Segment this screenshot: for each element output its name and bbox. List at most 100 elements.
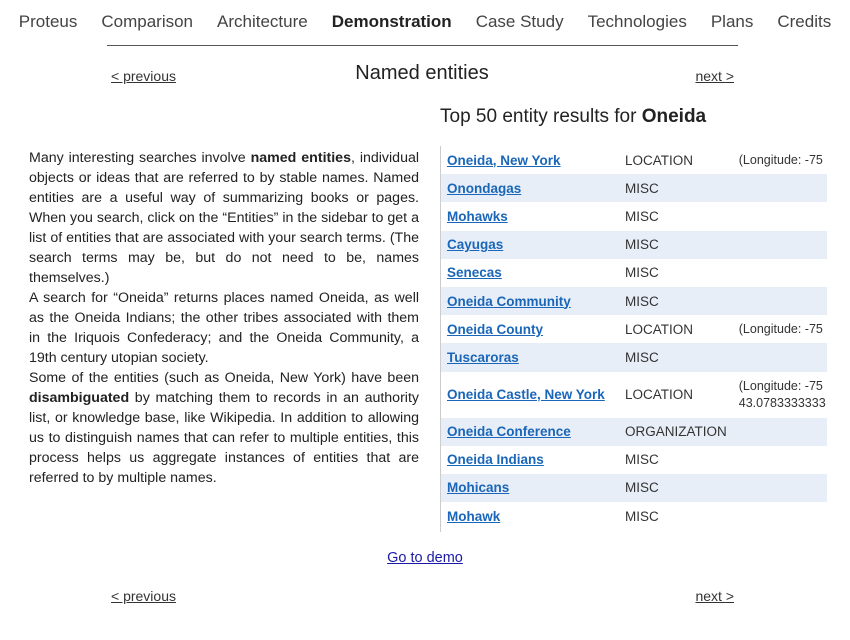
- table-row: Oneida, New York LOCATION (Longitude: -75: [441, 146, 827, 174]
- entity-name-cell: Onondagas: [441, 174, 619, 203]
- table-row: Senecas MISC: [441, 259, 827, 287]
- nav-architecture[interactable]: Architecture: [217, 12, 308, 31]
- entity-type: ORGANIZATION: [619, 417, 733, 446]
- entity-info: [732, 417, 827, 446]
- entity-name-cell: Tuscaroras: [441, 343, 619, 372]
- entity-link[interactable]: Mohawk: [447, 508, 501, 524]
- table-row: Cayugas MISC: [441, 230, 827, 259]
- entity-name-cell: Senecas: [441, 259, 619, 287]
- entity-info: [733, 446, 827, 474]
- nav-technologies[interactable]: Technologies: [587, 12, 687, 31]
- entity-info-line: (Longitude: -75: [738, 152, 823, 167]
- entity-name-cell: Oneida, New York: [441, 146, 619, 174]
- nav-comparison[interactable]: Comparison: [101, 12, 194, 31]
- p1-text-a: Many interesting searches involve: [29, 150, 251, 166]
- nav-proteus[interactable]: Proteus: [18, 12, 78, 31]
- entity-type: MISC: [619, 286, 733, 316]
- p3-text-a: Some of the entities (such as Oneida, Ne…: [29, 370, 419, 386]
- entity-type: MISC: [619, 230, 733, 259]
- p1-text-b: , individual objects or ideas that are r…: [29, 150, 419, 286]
- entity-type: MISC: [619, 174, 733, 203]
- nav-demonstration[interactable]: Demonstration: [331, 12, 452, 31]
- entity-type: LOCATION: [625, 387, 694, 402]
- entity-info: (Longitude: -75: [733, 146, 827, 174]
- entity-type: MISC: [625, 265, 659, 281]
- entity-info-line: (Longitude: -75: [738, 378, 823, 393]
- description-paragraph-2: A search for “Oneida” returns places nam…: [29, 290, 419, 366]
- entity-link[interactable]: Mohicans: [447, 480, 510, 496]
- next-link-top[interactable]: next >: [695, 68, 734, 84]
- page-title: Named entities: [355, 62, 489, 84]
- entity-link[interactable]: Tuscaroras: [447, 349, 519, 365]
- table-row: Mohawk MISC: [441, 502, 827, 530]
- table-row: Tuscaroras MISC: [441, 343, 827, 372]
- pager-top: < previous Named entities next >: [110, 62, 734, 92]
- p3-bold-term: disambiguated: [29, 390, 130, 406]
- entity-type: MISC: [625, 208, 659, 224]
- p3-text-b: by matching them to records in an author…: [29, 390, 419, 486]
- entity-info: [733, 502, 827, 530]
- entity-results-table[interactable]: Oneida, New York LOCATION (Longitude: -75 O…: [440, 146, 827, 532]
- nav-divider: [107, 45, 738, 46]
- entity-info: [733, 259, 827, 287]
- previous-link-top[interactable]: < previous: [111, 68, 176, 84]
- entity-info: [733, 202, 827, 230]
- entity-type: LOCATION: [625, 152, 694, 168]
- description-paragraph-1: Many interesting searches involve named …: [29, 148, 419, 288]
- table-row: Oneida Conference ORGANIZATION: [441, 417, 827, 446]
- table-row: Oneida Indians MISC: [441, 446, 827, 474]
- entity-link[interactable]: Onondagas: [447, 180, 522, 196]
- entity-info-line: (Longitude: -75: [738, 321, 823, 336]
- results-query: Oneida: [641, 106, 707, 127]
- nav-case-study[interactable]: Case Study: [475, 12, 564, 31]
- entity-info: [732, 230, 827, 259]
- entity-name-cell: Mohicans: [441, 473, 619, 503]
- entity-link[interactable]: Oneida Conference: [447, 424, 571, 440]
- entity-table-body: Oneida, New York LOCATION (Longitude: -75 O…: [441, 146, 827, 530]
- nav-plans[interactable]: Plans: [710, 12, 754, 31]
- entity-name-cell: Oneida Castle, New York: [441, 372, 619, 418]
- entity-info-line-2: 43.0783333333: [738, 395, 826, 410]
- pager-bottom: < previous next >: [110, 588, 734, 612]
- table-row: Oneida County LOCATION (Longitude: -75: [441, 315, 827, 343]
- previous-link-bottom[interactable]: < previous: [111, 588, 176, 604]
- entity-info: [732, 286, 827, 316]
- entity-type: MISC: [625, 508, 659, 524]
- entity-name-cell: Oneida Conference: [441, 417, 619, 446]
- table-row: Oneida Castle, New York LOCATION (Longitud…: [441, 372, 827, 418]
- entity-name-cell: Cayugas: [441, 230, 619, 259]
- entity-info: [732, 343, 827, 372]
- entity-link[interactable]: Oneida Castle, New York: [447, 387, 605, 402]
- entity-info: (Longitude: -75: [733, 315, 827, 343]
- description: Many interesting searches involve named …: [29, 148, 419, 488]
- entity-link[interactable]: Oneida Indians: [447, 452, 544, 468]
- entity-name-cell: Oneida Community: [441, 286, 619, 316]
- table-row: Mohawks MISC: [441, 202, 827, 230]
- table-row: Mohicans MISC: [441, 473, 827, 503]
- table-row: Oneida Community MISC: [441, 286, 827, 316]
- top-navigation: Proteus Comparison Architecture Demonstr…: [0, 0, 850, 46]
- nav-credits[interactable]: Credits: [777, 12, 832, 31]
- entity-name-cell: Oneida County: [441, 315, 619, 343]
- entity-name-cell: Oneida Indians: [441, 446, 619, 474]
- entity-info: (Longitude: -75 43.0783333333: [733, 372, 827, 418]
- entity-link[interactable]: Mohawks: [447, 208, 508, 224]
- results-heading: Top 50 entity results for Oneida: [440, 106, 706, 128]
- entity-info: [732, 473, 827, 503]
- entity-name-cell: Mohawk: [441, 502, 619, 530]
- results-heading-prefix: Top 50 entity results for: [440, 106, 642, 127]
- p1-bold-term: named entities: [250, 150, 351, 166]
- table-row: Onondagas MISC: [441, 174, 827, 203]
- demo-link-container: Go to demo: [0, 549, 850, 567]
- entity-link[interactable]: Oneida County: [447, 321, 544, 337]
- entity-type: MISC: [625, 452, 659, 468]
- entity-link[interactable]: Oneida Community: [447, 293, 571, 309]
- entity-link[interactable]: Senecas: [447, 265, 502, 281]
- entity-type: MISC: [619, 343, 733, 372]
- description-paragraph-3: Some of the entities (such as Oneida, Ne…: [29, 368, 419, 488]
- entity-link[interactable]: Cayugas: [447, 237, 504, 253]
- entity-type: LOCATION: [625, 321, 694, 337]
- entity-link[interactable]: Oneida, New York: [447, 152, 561, 168]
- go-to-demo-link[interactable]: Go to demo: [387, 550, 463, 566]
- next-link-bottom[interactable]: next >: [695, 588, 734, 604]
